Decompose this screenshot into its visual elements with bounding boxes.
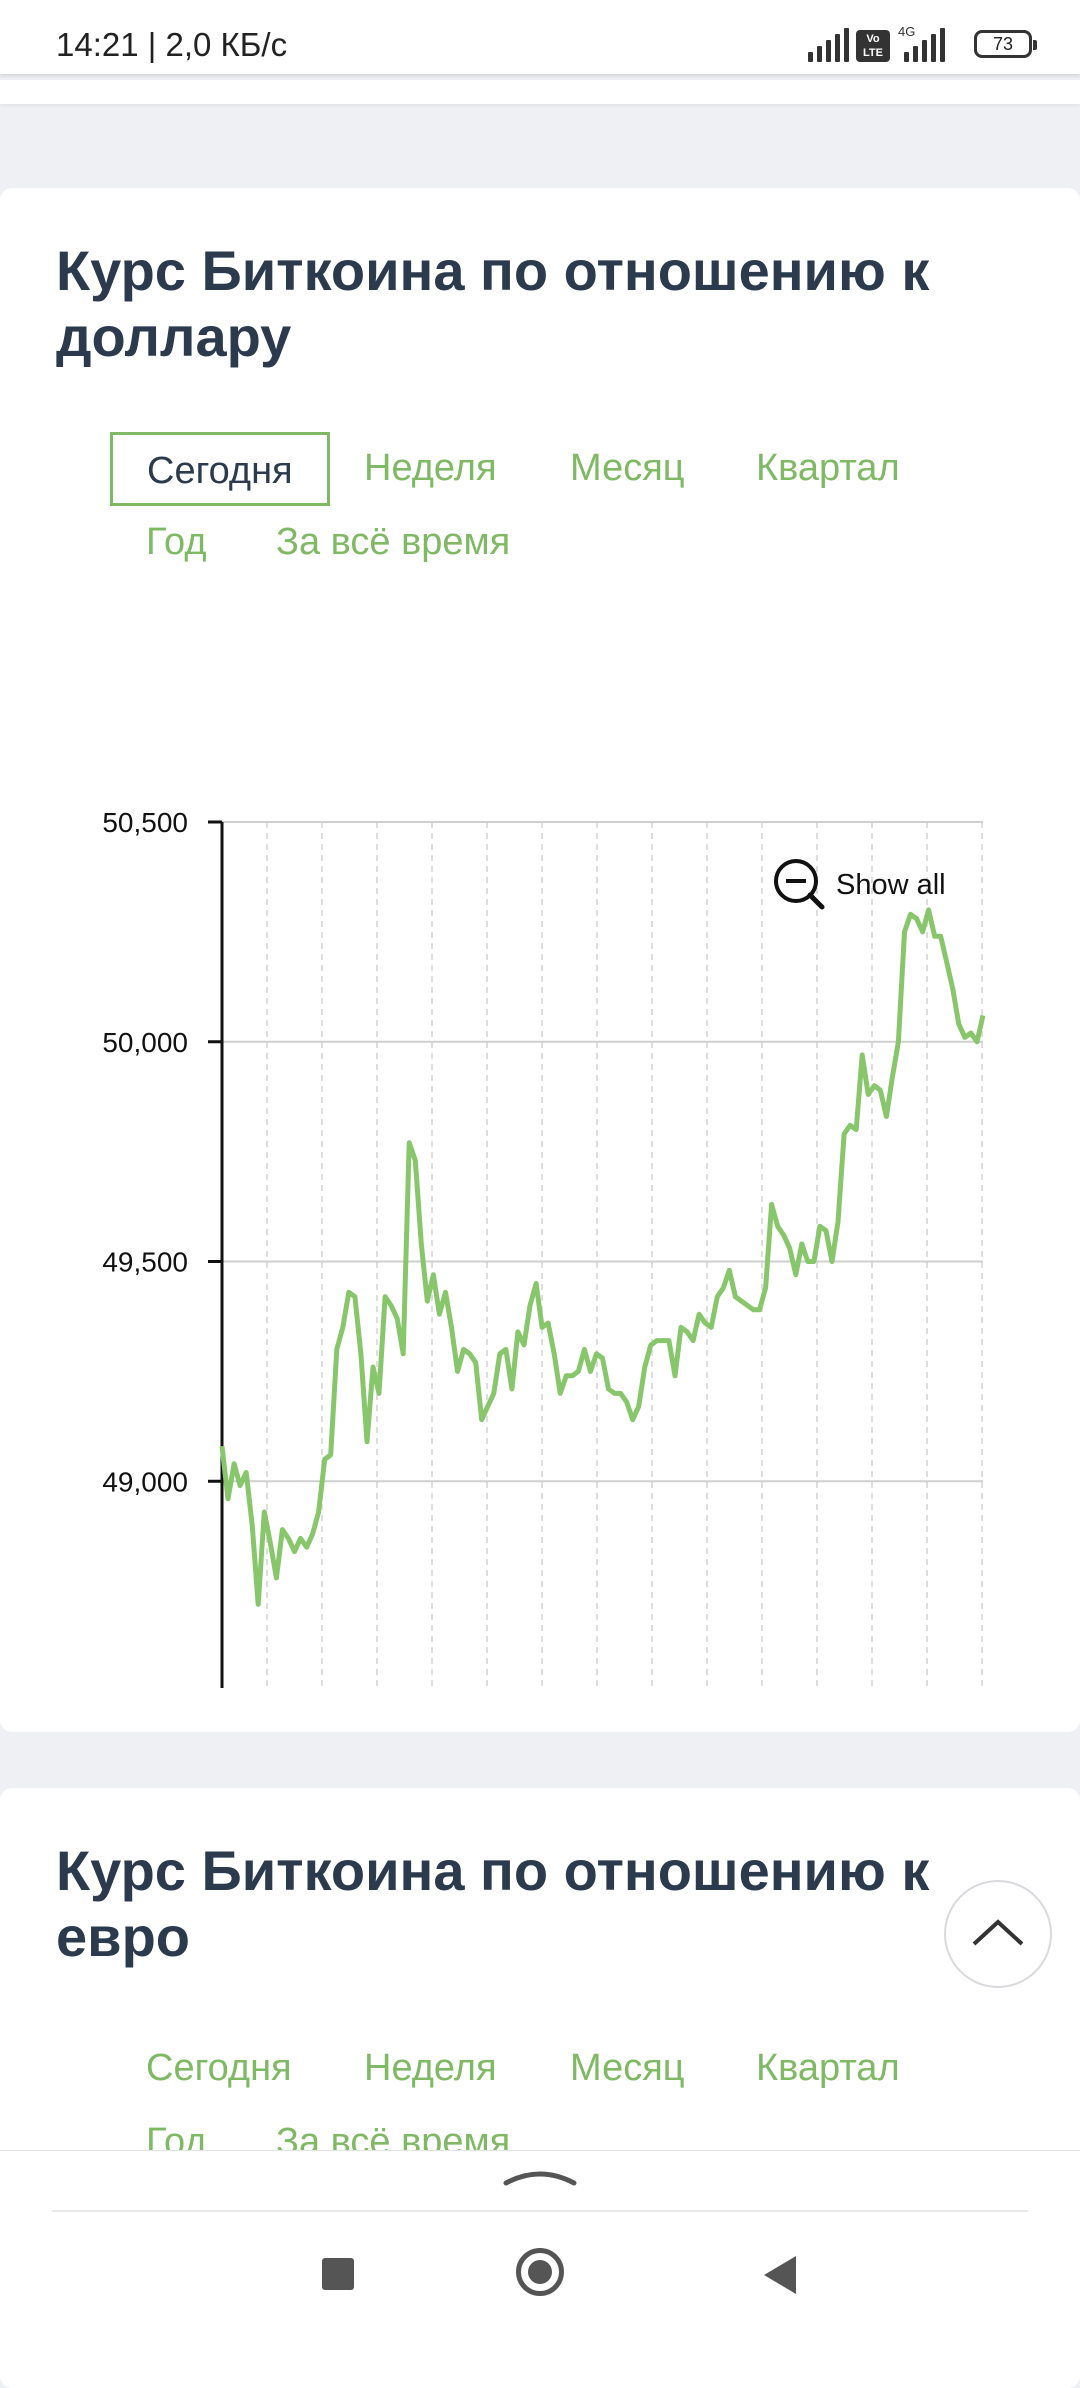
signal-strength-icon: [808, 26, 849, 62]
header-strip: [0, 80, 1080, 104]
tab-all-time[interactable]: За всё время: [276, 521, 511, 563]
horizontal-grid: [222, 821, 983, 1483]
show-all-label: Show all: [836, 869, 946, 901]
home-icon[interactable]: [516, 2248, 564, 2296]
battery-icon: 73: [974, 30, 1037, 58]
network-type-icon: 4G: [898, 24, 916, 39]
zoom-out-icon: [774, 859, 818, 903]
eur-card-title: Курс Биткоина по отношению к евро: [56, 1839, 930, 1968]
chevron-up-icon: [972, 1919, 1024, 1946]
y-tick-label: 50,500: [102, 807, 188, 838]
recent-apps-icon[interactable]: [322, 2258, 354, 2290]
tab-week[interactable]: Неделя: [364, 447, 497, 489]
y-tick-label: 48,500: [102, 1686, 188, 1688]
show-all-button[interactable]: Show all: [774, 859, 946, 910]
status-bar: 14:21 | 2,0 КБ/с Vo LTE 4G 73: [0, 0, 1080, 74]
nav-divider: [52, 2210, 1028, 2212]
y-tick-label: 49,500: [102, 1247, 188, 1278]
tab-quarter[interactable]: Квартал: [756, 447, 900, 489]
tab-quarter[interactable]: Квартал: [756, 2047, 900, 2089]
tab-today[interactable]: Сегодня: [110, 432, 330, 506]
y-axis-ticks: 50,500 50,000 49,500 49,000 48,500: [102, 807, 222, 1717]
tab-month[interactable]: Месяц: [570, 447, 685, 489]
tab-week[interactable]: Неделя: [364, 2047, 497, 2089]
scroll-to-top-button[interactable]: [944, 1880, 1052, 1988]
tab-today[interactable]: Сегодня: [146, 2047, 292, 2089]
usd-card-title: Курс Биткоина по отношению к доллару: [56, 239, 930, 368]
signal-strength-2-icon: [898, 26, 948, 62]
volte-icon: Vo LTE: [856, 30, 890, 62]
y-tick-label: 49,000: [102, 1466, 188, 1497]
status-time-speed: 14:21 | 2,0 КБ/с: [56, 26, 288, 63]
tab-year[interactable]: Год: [146, 521, 207, 563]
y-tick-label: 50,000: [102, 1027, 188, 1058]
chevron-up-icon: [503, 2171, 577, 2186]
vertical-grid: [266, 822, 983, 1701]
usd-rate-card: Курс Биткоина по отношению к доллару Сег…: [0, 188, 1080, 1854]
tab-month[interactable]: Месяц: [570, 2047, 685, 2089]
back-icon[interactable]: [764, 2256, 796, 2294]
series-line-usd: [219, 907, 986, 1607]
bottom-sheet-handle[interactable]: [0, 2150, 1080, 2211]
system-nav-bar: [0, 2210, 1080, 2340]
